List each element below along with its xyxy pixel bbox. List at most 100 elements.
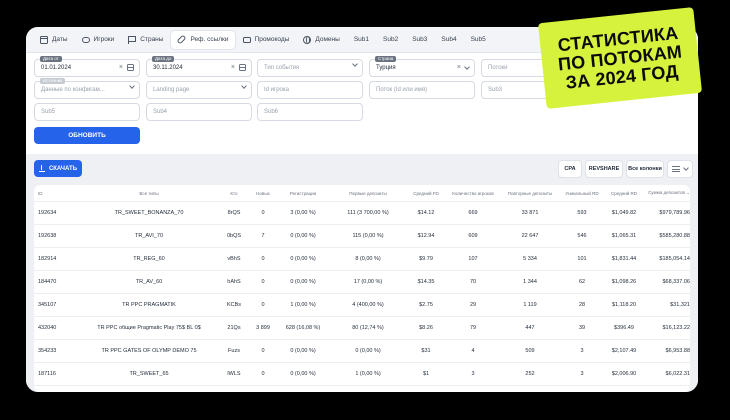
table-cell: 0	[261, 210, 265, 216]
col-header[interactable]: Новых	[256, 190, 270, 196]
col-header[interactable]: ID	[38, 190, 43, 196]
tab-ref-links[interactable]: Реф. ссылки	[171, 30, 235, 49]
table-row[interactable]: 187116 TR_SWEET_65 lWLS 0 0 (0,00 %) 1 (0,00 …	[34, 363, 690, 386]
tab-promocodes[interactable]: Промокоды	[237, 31, 296, 49]
all-columns-button[interactable]: Все колонки	[626, 160, 664, 178]
table-cell: lWLS	[227, 371, 241, 377]
tab-sub3[interactable]: Sub3	[412, 36, 428, 43]
revshare-button[interactable]: REVSHARE	[585, 160, 623, 178]
table-row[interactable]: 192634 TR_SWEET_BONANZA_70 8rQS 0 3 (0,00 %)…	[34, 202, 690, 225]
col-header[interactable]: Средний FD	[413, 190, 439, 196]
date-from-field[interactable]: Дата от 01.01.2024 ×	[34, 56, 140, 77]
calendar-icon[interactable]	[127, 64, 134, 71]
table-cell: 354233	[38, 348, 57, 354]
table-cell: 39	[578, 325, 586, 331]
clear-icon[interactable]: ×	[456, 64, 461, 71]
table-cell: 4 (400,00 %)	[352, 302, 384, 308]
table-cell: 609	[468, 233, 478, 239]
date-to-field[interactable]: Дата до 30.11.2024 ×	[146, 56, 252, 77]
stream-id-input[interactable]: Поток (Id или имя)	[369, 81, 475, 99]
table-cell: 0 (0,00 %)	[290, 348, 316, 354]
col-header[interactable]: Количество игроков	[452, 190, 494, 196]
promo-icon	[242, 36, 251, 43]
table-cell: $2,006.90	[611, 371, 637, 377]
table-cell: $8.26	[419, 325, 433, 331]
clear-icon[interactable]: ×	[118, 64, 123, 71]
data-source-select[interactable]: Источник Данные по конфигам...	[34, 78, 140, 99]
col-header[interactable]: Средний RD	[610, 190, 638, 196]
table-row[interactable]: 192638 TR_AVI_70 0bQS 7 0 (0,00 %) 115 (0,00 …	[34, 225, 690, 248]
table-cell: 1 (0,00 %)	[290, 302, 316, 308]
sub5-input[interactable]: Sub5	[34, 103, 140, 121]
table-cell: 0	[261, 256, 265, 262]
table-row[interactable]: 354233 TR PPC GATES OF OLYMP DEMO 75 Fuzs 0…	[34, 340, 690, 363]
country-select[interactable]: Страна Турция ×	[369, 56, 475, 77]
table-cell: hAhS	[227, 279, 241, 285]
clear-icon[interactable]: ×	[230, 64, 235, 71]
table-cell: $1	[422, 371, 430, 377]
table-cell: 79	[469, 325, 477, 331]
col-header[interactable]: Регистрации	[289, 190, 317, 196]
table-row[interactable]: 182914 TR_REG_60 vBhS 0 0 (0,00 %) 8 (0,00 %)…	[34, 248, 690, 271]
table-cell: 111 (3 700,00 %)	[347, 210, 389, 216]
table-cell: $12.94	[417, 233, 435, 239]
col-header[interactable]: Уникальный RD	[565, 190, 599, 196]
table-cell: $1,831.44	[611, 256, 637, 262]
table-cell: $68,337.06	[662, 279, 690, 285]
table-cell: 192634	[38, 210, 57, 216]
table-cell: 21Qs	[227, 325, 241, 331]
landing-page-select[interactable]: Landing page	[146, 81, 252, 99]
table-row[interactable]: 429646TR PPC Aviator 75$ бЮ$Rqxs1 921367…	[34, 386, 690, 392]
table-row[interactable]: 345107 TR PPC PRAGMATIK KCBs 0 1 (0,00 %) 4 (…	[34, 294, 690, 317]
table-cell: 184470	[38, 279, 57, 285]
chevron-down-icon	[683, 165, 689, 171]
tab-sub4[interactable]: Sub4	[441, 36, 457, 43]
table-cell: 28	[578, 302, 586, 308]
tab-dates[interactable]: Даты	[34, 31, 74, 49]
table-cell: TR PPC PRAGMATIK	[122, 302, 176, 308]
table-cell: vBhS	[227, 256, 241, 262]
table-cell: 0	[261, 348, 265, 354]
table-cell: 4	[471, 348, 475, 354]
calendar-icon[interactable]	[239, 64, 246, 71]
download-button[interactable]: СКАЧАТЬ	[34, 160, 82, 177]
table-cell: 8 (0,00 %)	[355, 256, 381, 262]
table-cell: $979,789.96	[659, 210, 690, 216]
table-cell: $1,065.31	[611, 233, 637, 239]
table-header: ID Все типы Кто Новых Регистрации Первые…	[34, 185, 690, 202]
col-header[interactable]: Сумма депозитов ⌄	[648, 190, 690, 195]
sub4-input[interactable]: Sub4	[146, 103, 252, 121]
tab-sub5[interactable]: Sub5	[470, 36, 486, 43]
tab-domains[interactable]: Домены	[297, 31, 345, 49]
event-type-select[interactable]: Тип события	[257, 59, 363, 77]
update-button[interactable]: ОБНОВИТЬ	[34, 127, 140, 144]
table-cell: 669	[468, 210, 478, 216]
sub6-input[interactable]: Sub6	[257, 103, 363, 121]
table-cell: $6,022.31	[665, 371, 690, 377]
col-header[interactable]: Все типы	[139, 190, 159, 196]
table-cell: TR PPC GATES OF OLYMP DEMO 75	[101, 348, 197, 354]
col-header[interactable]: Повторные депозиты	[507, 190, 553, 196]
gamepad-icon	[81, 36, 90, 43]
table-cell: 0	[261, 302, 265, 308]
col-header[interactable]: Кто	[230, 190, 238, 196]
table-cell: 101	[577, 256, 587, 262]
table-cell: TR_AV_60	[135, 279, 163, 285]
table-cell: $1,049.82	[611, 210, 637, 216]
table-cell: 192638	[38, 233, 57, 239]
player-id-input[interactable]: Id игрока	[257, 81, 363, 99]
cpa-button[interactable]: CPA	[558, 160, 582, 178]
sort-icon[interactable]: ⌄	[686, 190, 690, 195]
tab-players[interactable]: Игроки	[76, 31, 121, 49]
table-cell: 182914	[38, 256, 57, 262]
tab-countries[interactable]: Страны	[122, 31, 169, 49]
table-row[interactable]: 432040 TR PPC общие Pragmatic Play 75$ BL…	[34, 317, 690, 340]
table-cell: 62	[578, 279, 586, 285]
table-cell: 0 (0,00 %)	[290, 371, 316, 377]
tab-sub2[interactable]: Sub2	[383, 36, 399, 43]
col-header[interactable]: Первые депозиты	[349, 190, 387, 196]
column-settings-button[interactable]	[667, 160, 693, 178]
table-row[interactable]: 184470 TR_AV_60 hAhS 0 0 (0,00 %) 17 (0,00 %)…	[34, 271, 690, 294]
tab-sub1[interactable]: Sub1	[353, 36, 369, 43]
table-cell: 1 119	[523, 302, 537, 308]
